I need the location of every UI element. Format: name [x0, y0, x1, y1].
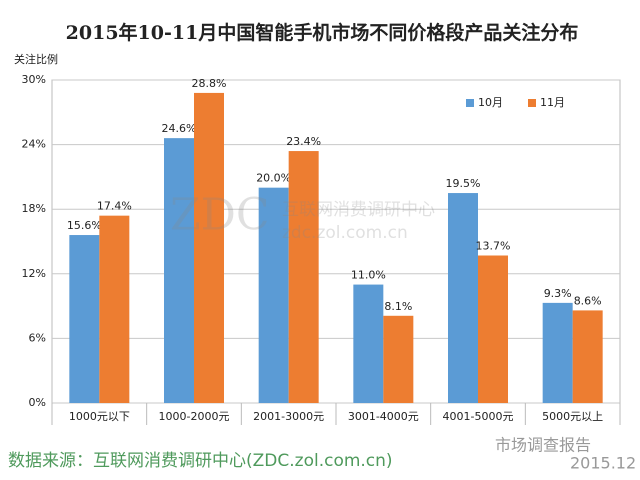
value-label: 8.6%: [574, 294, 602, 307]
value-label: 13.7%: [476, 239, 511, 252]
brand: 市场调查报告: [495, 436, 591, 455]
value-label: 9.3%: [544, 287, 572, 300]
legend-label: 11月: [540, 96, 565, 109]
bar: [383, 315, 414, 403]
legend-label: 10月: [478, 96, 503, 109]
value-label: 19.5%: [446, 177, 481, 190]
bar: [258, 187, 289, 403]
watermark: ZDC 互联网消费调研中心 zdc.zol.com.cn: [170, 190, 435, 244]
x-tick-label: 1000-2000元: [159, 410, 230, 423]
chart-title: 2015年10-11月中国智能手机市场不同价格段产品关注分布: [66, 21, 579, 44]
value-label: 11.0%: [351, 269, 386, 282]
watermark-url: zdc.zol.com.cn: [282, 223, 408, 243]
value-label: 17.4%: [97, 200, 132, 213]
legend-swatch: [528, 99, 536, 107]
y-tick-label: 18%: [22, 202, 46, 215]
legend-swatch: [466, 99, 474, 107]
bar: [542, 302, 573, 403]
plot-area: [51, 79, 621, 404]
bar: [478, 255, 508, 403]
x-tick-label: 3001-4000元: [348, 410, 419, 423]
value-label: 24.6%: [162, 122, 197, 135]
y-axis-label: 关注比例: [14, 52, 58, 66]
value-label: 20.0%: [256, 172, 291, 185]
bar: [99, 215, 130, 403]
y-tick-label: 12%: [22, 267, 46, 280]
x-tick-label: 4001-5000元: [443, 410, 514, 423]
y-tick-label: 30%: [22, 73, 46, 86]
date: 2015.12: [570, 454, 636, 473]
source-note: 数据来源：互联网消费调研中心(ZDC.zol.com.cn): [8, 451, 393, 471]
bar: [194, 92, 224, 404]
watermark-logo: ZDC: [170, 190, 270, 241]
watermark-text: 互联网消费调研中心: [282, 200, 435, 220]
y-tick-label: 24%: [22, 138, 46, 151]
value-label: 15.6%: [67, 219, 102, 232]
bar: [448, 193, 478, 403]
bar: [353, 284, 384, 403]
x-tick-label: 1000元以下: [69, 410, 130, 423]
y-tick-label: 0%: [29, 396, 46, 409]
value-label: 8.1%: [384, 300, 412, 313]
value-label: 23.4%: [286, 135, 321, 148]
y-tick-label: 6%: [29, 331, 46, 344]
bar: [69, 235, 100, 403]
x-tick-label: 2001-3000元: [253, 410, 324, 423]
bar: [572, 310, 603, 403]
value-label: 28.8%: [192, 77, 227, 90]
bar: [288, 151, 319, 403]
bar: [164, 138, 194, 403]
x-tick-label: 5000元以上: [542, 410, 603, 423]
